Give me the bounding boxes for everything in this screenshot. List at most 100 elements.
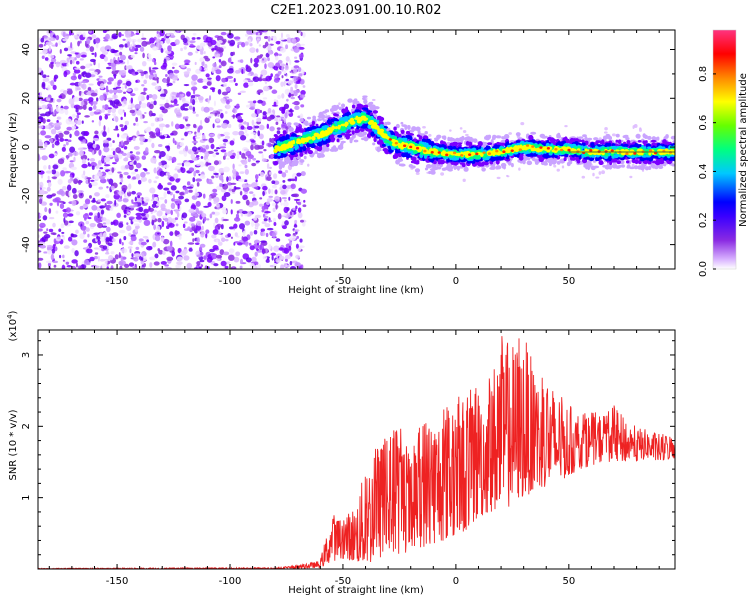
noise-dot	[281, 93, 285, 99]
noise-dot	[123, 124, 128, 131]
noise-dot	[286, 207, 290, 211]
ridge-point	[443, 167, 447, 171]
noise-dot	[133, 87, 139, 91]
noise-dot	[302, 85, 306, 88]
ridge-point	[318, 118, 322, 121]
noise-dot	[103, 104, 109, 111]
noise-dot	[211, 234, 217, 239]
noise-dot	[57, 178, 63, 185]
noise-dot	[233, 77, 236, 83]
noise-dot	[142, 52, 145, 59]
noise-dot	[262, 44, 267, 49]
noise-dot	[123, 145, 128, 150]
noise-dot	[290, 266, 297, 269]
noise-dot	[238, 130, 245, 136]
ridge-point	[647, 165, 652, 170]
noise-dot	[48, 126, 52, 130]
noise-dot	[257, 89, 264, 94]
noise-dot	[110, 148, 115, 151]
noise-dot	[272, 184, 277, 189]
noise-dot	[200, 148, 206, 153]
noise-dot	[52, 164, 59, 170]
noise-dot	[160, 48, 164, 53]
noise-dot	[58, 107, 65, 114]
noise-dot	[159, 103, 165, 106]
noise-dot	[97, 199, 101, 203]
noise-dot	[204, 152, 210, 158]
noise-dot	[449, 129, 452, 132]
noise-dot	[508, 132, 513, 135]
noise-dot	[103, 146, 110, 153]
noise-dot	[302, 31, 306, 38]
noise-dot	[141, 155, 147, 160]
noise-dot	[175, 223, 179, 227]
noise-dot	[164, 199, 168, 204]
ridge-point	[418, 135, 423, 140]
noise-dot	[295, 243, 299, 249]
noise-dot	[69, 146, 76, 153]
noise-dot	[273, 173, 278, 179]
noise-dot	[250, 140, 256, 143]
noise-dot	[92, 197, 96, 203]
noise-dot	[133, 122, 136, 126]
noise-dot	[90, 161, 97, 168]
noise-dot	[171, 121, 174, 127]
noise-dot	[118, 31, 122, 38]
noise-dot	[215, 239, 219, 243]
noise-dot	[135, 162, 142, 169]
noise-dot	[70, 42, 73, 49]
noise-dot	[275, 258, 281, 263]
noise-dot	[163, 187, 170, 191]
noise-dot	[38, 250, 42, 253]
noise-dot	[248, 242, 252, 246]
noise-dot	[245, 150, 252, 157]
noise-dot	[88, 30, 93, 34]
noise-dot	[222, 155, 226, 160]
noise-dot	[218, 58, 222, 63]
noise-dot	[127, 212, 131, 215]
noise-dot	[167, 182, 172, 186]
noise-dot	[108, 255, 114, 261]
noise-dot	[220, 97, 226, 102]
noise-dot	[201, 213, 207, 218]
noise-dot	[263, 35, 269, 39]
ridge-point	[650, 139, 657, 143]
noise-dot	[130, 97, 134, 104]
noise-dot	[227, 233, 231, 238]
noise-dot	[192, 111, 196, 114]
noise-dot	[140, 212, 146, 217]
noise-dot	[260, 228, 265, 232]
ridge-point	[299, 152, 304, 157]
noise-dot	[233, 242, 236, 246]
noise-dot	[144, 111, 147, 114]
noise-dot	[134, 52, 138, 55]
noise-dot	[110, 62, 116, 68]
noise-dot	[59, 137, 65, 142]
noise-dot	[195, 188, 198, 194]
noise-dot	[195, 50, 199, 54]
noise-dot	[518, 167, 521, 171]
noise-dot	[176, 211, 180, 218]
noise-dot	[109, 100, 113, 106]
noise-dot	[288, 109, 294, 113]
noise-dot	[218, 47, 224, 53]
noise-dot	[112, 238, 116, 243]
noise-dot	[195, 155, 200, 158]
noise-dot	[94, 192, 100, 197]
noise-dot	[75, 211, 81, 216]
noise-dot	[207, 201, 212, 207]
noise-dot	[277, 94, 282, 100]
noise-dot	[188, 131, 192, 136]
noise-dot	[91, 120, 95, 123]
noise-dot	[245, 257, 252, 263]
noise-dot	[111, 232, 119, 237]
ridge-point	[524, 156, 528, 161]
noise-dot	[235, 251, 241, 257]
noise-dot	[89, 223, 97, 228]
noise-dot	[180, 105, 185, 111]
noise-dot	[52, 111, 56, 116]
noise-dot	[270, 37, 274, 41]
noise-dot	[89, 158, 96, 162]
noise-dot	[249, 263, 255, 269]
noise-dot	[284, 254, 291, 260]
